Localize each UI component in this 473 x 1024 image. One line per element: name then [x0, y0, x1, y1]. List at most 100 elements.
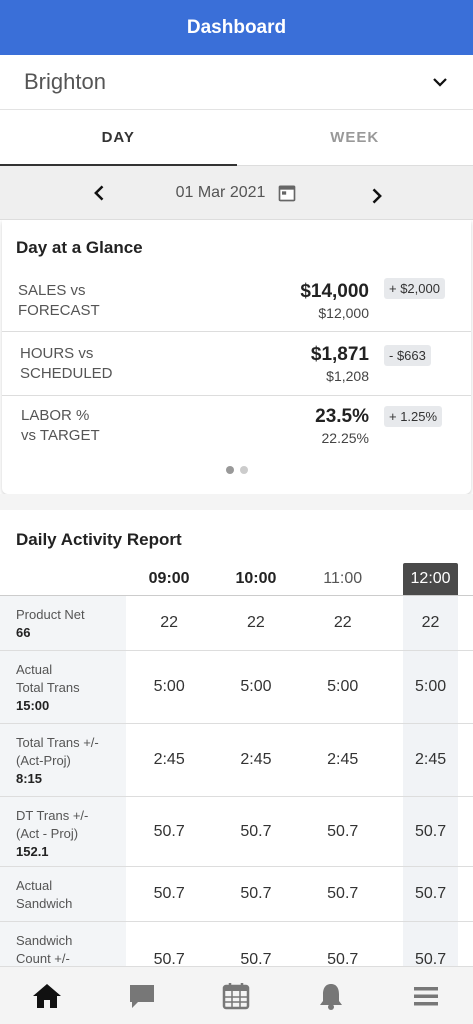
table-cell: 22	[247, 614, 265, 631]
table-cell-current: 2:45	[403, 724, 458, 796]
card-title: Day at a Glance	[16, 238, 143, 257]
bell-icon[interactable]	[315, 980, 347, 1012]
store-selector[interactable]: Brighton	[0, 55, 473, 110]
calendar-picker-icon[interactable]	[277, 183, 297, 203]
metric-actual: $14,000	[300, 280, 369, 302]
metric-label-line: vs TARGET	[21, 427, 100, 444]
table-cell: 5:00	[153, 678, 185, 695]
hour-header: 09:00	[148, 570, 190, 587]
hour-header: 11:00	[323, 570, 363, 587]
bottom-navigation	[0, 966, 473, 1024]
metric-sales: SALES vs FORECAST $14,000 $12,000 + $2,0…	[2, 270, 471, 332]
metric-target: $12,000	[318, 304, 369, 321]
metric-delta-badge: + $2,000	[384, 278, 445, 299]
day-at-a-glance-card: Day at a Glance SALES vs FORECAST $14,00…	[2, 220, 471, 494]
daily-activity-report: Daily Activity Report 09:00 10:00 11:00 …	[0, 510, 473, 997]
metric-delta-badge: + 1.25%	[384, 406, 443, 427]
row-label: Product Net 66	[0, 596, 126, 650]
row-label: Total Trans +/- (Act-Proj) 8:15	[0, 724, 126, 796]
row-total: 15:00	[16, 698, 50, 713]
table-cell: 22	[333, 614, 352, 631]
table-cell: 2:45	[153, 751, 185, 768]
table-cell: 5:00	[240, 678, 272, 695]
table-row: Actual Sandwich 50.7 50.7 50.7 50.7	[0, 867, 473, 922]
row-label-text: Total Trans	[16, 680, 80, 695]
chevron-down-icon[interactable]	[431, 73, 449, 91]
metric-target: 22.25%	[321, 430, 369, 446]
row-total: 152.1	[16, 844, 49, 859]
table-cell: 50.7	[153, 950, 185, 968]
table-cell: 5:00	[327, 678, 359, 695]
row-label-text: DT Trans +/-	[16, 808, 89, 823]
metric-label-line: HOURS vs	[20, 344, 94, 362]
period-tabs: DAY WEEK	[0, 110, 473, 166]
metric-label: LABOR % vs TARGET	[18, 406, 158, 446]
row-label: DT Trans +/- (Act - Proj) 152.1	[0, 797, 126, 866]
metric-label: HOURS vs SCHEDULED	[18, 344, 158, 384]
table-cell: 22	[160, 614, 179, 631]
menu-icon[interactable]	[410, 980, 442, 1012]
current-date: 01 Mar 2021	[175, 183, 266, 201]
metric-label: SALES vs FORECAST	[18, 281, 158, 321]
home-icon[interactable]	[31, 980, 63, 1012]
row-label: Actual Sandwich	[0, 867, 126, 921]
table-cell: 50.7	[327, 885, 359, 902]
metric-values: 23.5% 22.25%	[315, 406, 369, 446]
metric-label-line: SCHEDULED	[20, 364, 113, 382]
calendar-icon[interactable]	[220, 980, 252, 1012]
row-label-text: Sandwich	[16, 896, 73, 911]
carousel-pager[interactable]	[2, 466, 471, 474]
row-label-text: Product Net	[16, 607, 85, 622]
table-cell: 50.7	[327, 950, 359, 968]
metric-hours: HOURS vs SCHEDULED $1,871 $1,208 - $663	[2, 332, 471, 396]
section-separator	[0, 494, 473, 510]
metric-labor: LABOR % vs TARGET 23.5% 22.25% + 1.25%	[2, 396, 471, 456]
row-label-text: Total Trans +/-	[16, 735, 99, 750]
table-cell: 2:45	[240, 751, 272, 768]
pager-dot[interactable]	[239, 466, 248, 474]
row-label-text: Actual	[16, 878, 53, 893]
pager-dot-active[interactable]	[225, 466, 234, 474]
row-total: 8:15	[16, 771, 43, 786]
table-row: Actual Total Trans 15:00 5:00 5:00 5:00 …	[0, 651, 473, 724]
table-cell-current: 50.7	[403, 867, 458, 921]
metric-actual: $1,871	[310, 343, 369, 365]
metric-label-line: FORECAST	[18, 301, 100, 319]
table-cell: 2:45	[327, 751, 359, 768]
row-label: Actual Total Trans 15:00	[0, 651, 126, 723]
row-label-text: Sandwich	[16, 933, 73, 948]
report-title: Daily Activity Report	[16, 530, 182, 549]
metric-delta-badge: - $663	[384, 345, 431, 366]
row-label-text: Actual	[16, 662, 53, 677]
hour-header-row: 09:00 10:00 11:00 12:00	[0, 558, 473, 596]
hour-header: 10:00	[235, 570, 277, 587]
chevron-right-icon[interactable]	[366, 186, 386, 206]
row-label-text: Count +/-	[16, 951, 70, 966]
app-header: Dashboard	[0, 0, 473, 55]
table-cell-current: 22	[403, 596, 458, 650]
tab-week[interactable]: WEEK	[236, 110, 473, 166]
metric-label-line: LABOR %	[21, 407, 90, 424]
table-cell: 50.7	[240, 950, 272, 968]
table-row: DT Trans +/- (Act - Proj) 152.1 50.7 50.…	[0, 797, 473, 867]
table-cell: 50.7	[327, 822, 359, 840]
metric-values: $14,000 $12,000	[300, 281, 369, 321]
tab-day[interactable]: DAY	[0, 110, 237, 166]
store-name: Brighton	[24, 69, 106, 94]
chevron-left-icon[interactable]	[90, 183, 110, 203]
row-label-text: (Act-Proj)	[16, 753, 71, 768]
row-label-text: (Act - Proj)	[16, 826, 79, 841]
table-cell: 50.7	[240, 822, 272, 840]
current-hour-header: 12:00	[403, 563, 458, 595]
table-cell-current: 50.7	[403, 797, 458, 866]
date-navigator: 01 Mar 2021	[0, 166, 473, 220]
chat-icon[interactable]	[126, 980, 158, 1012]
table-cell: 50.7	[153, 822, 185, 840]
metric-target: $1,208	[326, 367, 369, 384]
table-cell: 50.7	[240, 885, 272, 902]
page-title: Dashboard	[186, 16, 287, 38]
metric-values: $1,871 $1,208	[311, 344, 369, 384]
table-row: Product Net 66 22 22 22 22	[0, 596, 473, 651]
metric-label-line: SALES vs	[18, 281, 86, 299]
table-row: Total Trans +/- (Act-Proj) 8:15 2:45 2:4…	[0, 724, 473, 797]
